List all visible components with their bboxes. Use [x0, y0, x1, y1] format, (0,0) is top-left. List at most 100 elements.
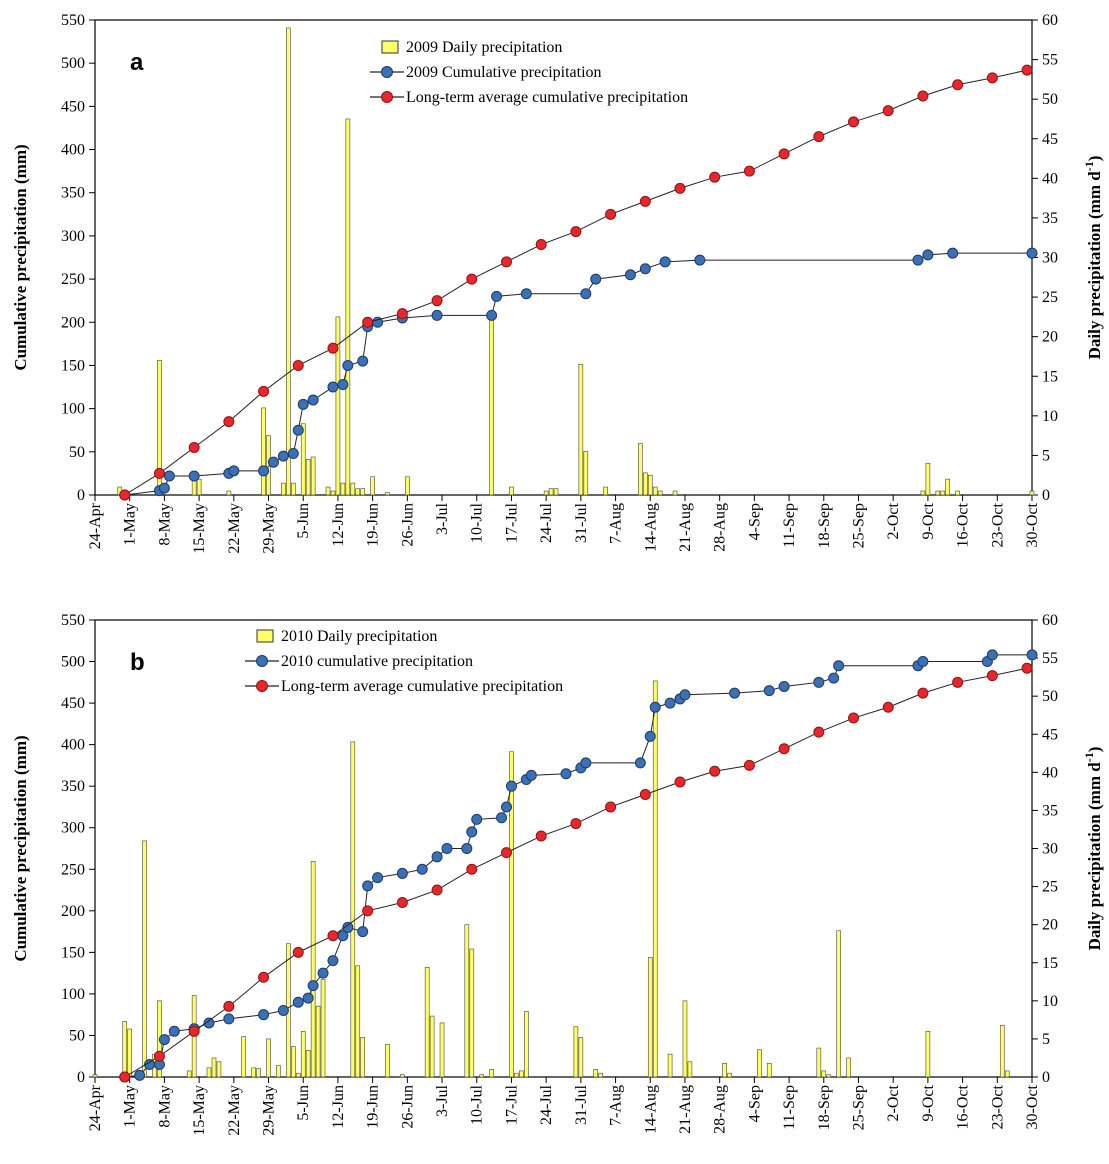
y-tick-label: 200	[61, 314, 85, 331]
bar	[846, 1057, 851, 1078]
bar	[672, 490, 678, 496]
point	[342, 359, 354, 371]
x-tick-label: 30-Oct	[1024, 502, 1041, 547]
bar	[469, 948, 475, 1078]
bar	[405, 476, 410, 496]
legend-marker	[256, 680, 268, 692]
bar	[295, 1072, 301, 1078]
x-tick-label: 5-Jun	[295, 1085, 312, 1121]
point	[763, 685, 775, 697]
x-tick-label: 7-Aug	[608, 503, 625, 544]
y-axis-title: Cumulative precipitation (mm)	[11, 144, 30, 370]
point	[570, 818, 582, 830]
point	[372, 872, 384, 884]
bar	[310, 861, 316, 1078]
y-tick-label: 500	[61, 654, 85, 671]
y2-tick-label: 40	[1042, 764, 1058, 781]
bar	[291, 1046, 296, 1078]
point	[986, 72, 998, 84]
bar	[340, 482, 346, 496]
bar	[479, 1074, 484, 1078]
point	[639, 263, 651, 275]
legend-swatch	[256, 629, 274, 643]
x-tick-label: 30-Oct	[1024, 1084, 1041, 1129]
point	[317, 967, 329, 979]
bar	[127, 1028, 133, 1078]
point	[605, 208, 617, 220]
y2-tick-label: 45	[1042, 726, 1058, 743]
y2-axis-title-part: -1	[1082, 752, 1096, 762]
y2-tick-label: 30	[1042, 841, 1058, 858]
point	[674, 182, 686, 194]
x-tick-label: 1-May	[122, 503, 139, 546]
point	[158, 1034, 170, 1046]
point	[163, 470, 175, 482]
y-tick-label: 450	[61, 98, 85, 115]
y2-tick-label: 25	[1042, 879, 1058, 896]
bar	[524, 1011, 529, 1078]
x-tick-label: 10-Jul	[469, 1084, 486, 1125]
y-tick-label: 300	[61, 228, 85, 245]
x-tick-label: 1-May	[122, 1085, 139, 1128]
bar	[757, 1049, 762, 1078]
bar	[945, 478, 951, 496]
point	[778, 680, 790, 692]
bar	[211, 1057, 217, 1078]
bar	[385, 492, 390, 496]
bar	[543, 490, 549, 496]
point	[258, 385, 270, 397]
y2-tick-label: 25	[1042, 289, 1058, 306]
point	[292, 359, 304, 371]
bar	[424, 967, 430, 1078]
y2-axis-title: Daily precipitation (mm d-1)	[1082, 156, 1104, 360]
y2-tick-label: 60	[1042, 12, 1058, 29]
y-axis-title: Cumulative precipitation (mm)	[11, 735, 30, 961]
y-tick-label: 550	[61, 612, 85, 629]
point	[639, 788, 651, 800]
point	[882, 701, 894, 713]
point	[605, 801, 617, 813]
point	[188, 470, 200, 482]
y2-tick-label: 55	[1042, 52, 1058, 69]
bar	[122, 1021, 128, 1078]
legend-label: 2010 cumulative precipitation	[281, 653, 473, 670]
bar	[514, 1072, 519, 1078]
bar	[325, 486, 331, 496]
point	[327, 930, 339, 942]
point	[287, 448, 299, 460]
point	[258, 971, 270, 983]
point	[292, 424, 304, 436]
bar	[1004, 1070, 1010, 1078]
bar	[286, 27, 291, 496]
y2-tick-label: 50	[1042, 91, 1058, 108]
point	[362, 880, 374, 892]
point	[486, 309, 498, 321]
point	[833, 660, 845, 672]
x-tick-label: 16-Oct	[955, 502, 972, 547]
point	[119, 489, 131, 501]
bar	[489, 1069, 494, 1078]
point	[297, 398, 309, 410]
bar	[191, 478, 197, 496]
y-tick-label: 150	[61, 944, 85, 961]
legend-label: 2009 Cumulative precipitation	[406, 64, 602, 81]
y-tick-label: 150	[61, 357, 85, 374]
bar	[509, 486, 514, 496]
bar	[216, 1061, 222, 1078]
point	[327, 955, 339, 967]
y2-tick-label: 35	[1042, 210, 1058, 227]
x-tick-label: 24-Jul	[538, 502, 555, 543]
point	[362, 905, 374, 917]
legend-swatch	[381, 40, 399, 54]
bar	[667, 1053, 673, 1078]
y2-tick-label: 0	[1042, 1069, 1050, 1086]
point	[292, 996, 304, 1008]
bar	[519, 1070, 524, 1078]
legend-label: 2009 Daily precipitation	[406, 39, 562, 56]
bar	[355, 488, 361, 496]
bar	[955, 490, 960, 496]
bar	[593, 1069, 599, 1078]
y-tick-label: 200	[61, 903, 85, 920]
bar	[320, 979, 326, 1078]
point	[158, 482, 170, 494]
